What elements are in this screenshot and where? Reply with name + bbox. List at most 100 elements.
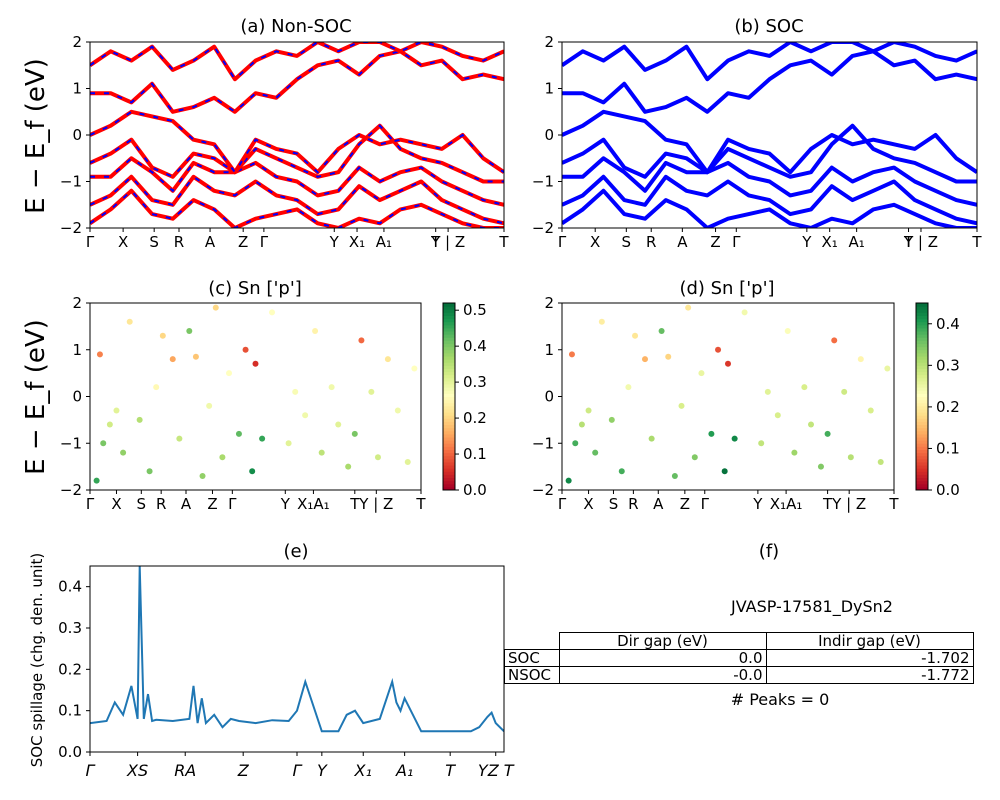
colorbar-segment xyxy=(916,377,928,382)
y-tick-label: 0.1 xyxy=(58,702,82,720)
colorbar-segment xyxy=(916,352,928,357)
panel-f-title: (f) xyxy=(759,541,779,562)
colorbar-segment xyxy=(916,452,928,457)
indir-gap-value: -1.772 xyxy=(765,666,974,684)
band-line-dash xyxy=(90,157,504,206)
x-tick-label: Y xyxy=(317,761,328,780)
projection-point xyxy=(212,304,219,311)
colorbar-segment xyxy=(916,433,928,438)
colorbar-segment xyxy=(916,480,928,485)
x-tick-label: Y | Z xyxy=(903,233,938,251)
projection-point xyxy=(585,407,592,414)
projection-point xyxy=(100,440,107,447)
projection-point xyxy=(159,332,166,339)
x-tick-label: Γ xyxy=(558,233,567,251)
y-tick-label: 1 xyxy=(544,80,554,98)
colorbar-segment xyxy=(443,412,455,416)
colorbar-segment xyxy=(916,380,928,385)
colorbar-segment xyxy=(916,321,928,326)
colorbar-segment xyxy=(443,480,455,485)
spillage-line xyxy=(90,566,504,733)
colorbar-segment xyxy=(916,306,928,310)
colorbar-segment xyxy=(916,355,928,360)
colorbar-segment xyxy=(916,471,928,475)
colorbar-segment xyxy=(443,393,455,397)
colorbar-segment xyxy=(443,365,455,369)
band-line-dash xyxy=(90,110,504,174)
colorbar-segment xyxy=(916,337,928,341)
colorbar-tick-label: 0.0 xyxy=(936,481,960,499)
y-tick-label: −1 xyxy=(60,173,82,191)
projection-point xyxy=(708,430,715,437)
colorbar-segment xyxy=(443,340,455,345)
x-tick-label: Γ xyxy=(558,495,567,513)
projection-point xyxy=(824,430,831,437)
projection-point xyxy=(817,463,824,470)
projection-point xyxy=(758,440,765,447)
colorbar-segment xyxy=(443,465,455,469)
projection-point xyxy=(658,328,665,335)
projection-point xyxy=(368,388,375,395)
y-tick-label: 2 xyxy=(72,33,82,51)
colorbar-segment xyxy=(916,309,928,313)
projection-point xyxy=(351,430,358,437)
y-tick-label: −2 xyxy=(60,481,82,499)
x-tick-label: Y xyxy=(801,233,812,251)
x-tick-label: R xyxy=(646,233,656,251)
colorbar-segment xyxy=(916,399,928,404)
x-tick-label: A xyxy=(653,495,664,513)
x-tick-label: Γ xyxy=(86,495,95,513)
projection-point xyxy=(764,388,771,395)
colorbar-segment xyxy=(443,486,455,491)
projection-point xyxy=(235,430,242,437)
projection-point xyxy=(698,370,705,377)
projection-point xyxy=(791,449,798,456)
band-line xyxy=(562,42,977,82)
colorbar-segment xyxy=(443,405,455,410)
x-tick-label: T xyxy=(415,495,426,513)
colorbar-segment xyxy=(443,355,455,360)
x-tick-label: X₁ xyxy=(349,233,365,251)
colorbar-tick-label: 0.3 xyxy=(936,356,960,374)
colorbar-segment xyxy=(443,371,455,376)
colorbar-segment xyxy=(443,374,455,379)
projection-point xyxy=(93,477,100,484)
colorbar-segment xyxy=(916,440,928,444)
x-tick-label: Γ xyxy=(732,233,741,251)
projection-point xyxy=(685,304,692,311)
x-tick-label: X₁A₁ xyxy=(770,495,803,513)
y-tick-label: −1 xyxy=(532,434,554,452)
colorbar-tick-label: 0.3 xyxy=(463,373,487,391)
projection-point xyxy=(808,421,814,428)
colorbar-segment xyxy=(443,415,455,419)
projection-point xyxy=(136,416,143,423)
colorbar-segment xyxy=(916,449,928,454)
projection-point xyxy=(691,454,698,461)
colorbar-segment xyxy=(443,349,455,354)
projection-point xyxy=(176,435,183,442)
projection-point xyxy=(242,346,249,353)
colorbar-segment xyxy=(916,362,928,366)
y-tick-label: −1 xyxy=(532,173,554,191)
projection-point xyxy=(328,384,335,391)
colorbar-segment xyxy=(443,474,455,479)
projection-point xyxy=(384,356,391,363)
colorbar-tick-label: 0.4 xyxy=(936,315,960,333)
colorbar-segment xyxy=(916,443,928,447)
colorbar-frame xyxy=(442,302,456,491)
projection-point xyxy=(199,472,206,479)
x-tick-label: A xyxy=(181,495,192,513)
colorbar-segment xyxy=(916,446,928,450)
colorbar-segment xyxy=(916,415,928,419)
colorbar-segment xyxy=(443,359,455,363)
colorbar-segment xyxy=(916,303,928,307)
projection-point xyxy=(671,472,678,479)
x-tick-label: Y xyxy=(752,495,763,513)
colorbar-segment xyxy=(443,315,455,320)
colorbar-segment xyxy=(916,334,928,338)
colorbar-segment xyxy=(443,424,455,429)
y-tick-label: 1 xyxy=(72,80,82,98)
colorbar-segment xyxy=(916,331,928,335)
